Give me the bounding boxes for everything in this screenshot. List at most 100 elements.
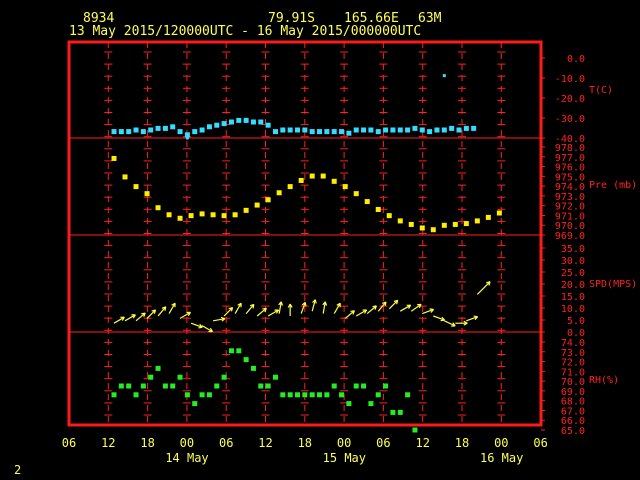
wind-vector [157, 306, 167, 317]
y-tick-label: -40.0 [555, 134, 585, 145]
wind-vector-head [384, 301, 387, 307]
pressure-point [111, 155, 117, 161]
wind-vector [190, 322, 203, 328]
temperature-point [471, 125, 477, 131]
rh-point [243, 357, 249, 363]
station-latitude: 79.91S [268, 11, 315, 26]
y-tick-label: 5.0 [567, 316, 585, 327]
wind-vector-head [364, 309, 368, 314]
pressure-point [353, 191, 359, 197]
pressure-point [331, 178, 337, 184]
rh-point [236, 348, 242, 354]
rh-point [339, 392, 345, 398]
wind-vector [267, 309, 279, 317]
temperature-point [317, 129, 323, 135]
wind-vector [355, 309, 367, 317]
rh-point [184, 392, 190, 398]
y-tick-label: 30.0 [561, 256, 585, 267]
pressure-point [320, 173, 326, 179]
rh-point [302, 392, 308, 398]
rh-point [148, 374, 154, 380]
wind-vector [278, 301, 282, 314]
wind-vector-head [187, 312, 191, 317]
pressure-point [485, 214, 491, 220]
panel-label: SPD(MPS) [589, 279, 637, 290]
y-tick-label: 25.0 [561, 268, 585, 279]
station-longitude: 165.66E [344, 11, 399, 26]
x-tick-label: 12 [258, 436, 272, 450]
temperature-point [368, 127, 374, 133]
rh-point [250, 365, 256, 371]
pressure-point [177, 215, 183, 221]
temperature-point [177, 129, 183, 135]
wind-vector [234, 302, 242, 314]
wind-vector [311, 299, 316, 312]
wind-vector-head [304, 302, 307, 307]
pressure-point [309, 173, 315, 179]
temperature-point [331, 129, 337, 135]
temperature-point [199, 127, 205, 133]
wind-vector-head [463, 322, 468, 326]
wind-vector [256, 307, 267, 317]
wind-vector-head [132, 314, 136, 319]
y-tick-label: 70.0 [561, 377, 585, 388]
pressure-point [342, 184, 348, 190]
y-tick-label: 972.0 [555, 202, 585, 213]
y-tick-label: 969.0 [555, 231, 585, 242]
x-tick-label: 06 [533, 436, 547, 450]
wind-vector [124, 314, 136, 322]
x-tick-label: 18 [298, 436, 312, 450]
wind-vector [300, 302, 306, 314]
grid-layer [69, 42, 541, 425]
wind-vector [476, 281, 491, 295]
rh-point [221, 374, 227, 380]
page-number: 2 [14, 463, 21, 477]
wind-vector [377, 301, 387, 312]
station-id: 8934 [83, 11, 114, 26]
pressure-point [364, 199, 370, 205]
rh-point [177, 374, 183, 380]
rh-point [155, 365, 161, 371]
y-tick-label: 975.0 [555, 172, 585, 183]
rh-point [287, 392, 293, 398]
panel-label: Pre (mb) [589, 180, 637, 191]
x-tick-label: 00 [494, 436, 508, 450]
temperature-outlier-point [442, 74, 446, 78]
panel-label: RH(%) [589, 375, 619, 386]
y-tick-label: -30.0 [555, 114, 585, 125]
temperature-point [221, 121, 227, 127]
wind-vector [344, 310, 355, 319]
x-day-label: 16 May [480, 451, 523, 465]
wind-vector-head [440, 319, 445, 322]
rh-point [192, 401, 198, 407]
pressure-point [243, 207, 249, 213]
temperature-point [118, 129, 124, 135]
wind-vector [410, 303, 422, 312]
pressure-point [276, 190, 282, 196]
temperature-point [250, 119, 256, 125]
y-tick-label: 20.0 [561, 280, 585, 291]
y-tick-label: 977.0 [555, 153, 585, 164]
pressure-point [122, 174, 128, 180]
wind-vector [168, 302, 176, 314]
temperature-point [133, 127, 139, 133]
y-tick-label: 65.0 [561, 426, 585, 437]
wind-vector [399, 304, 411, 312]
temperature-point [434, 127, 440, 133]
y-tick-label: 69.0 [561, 387, 585, 398]
pressure-point [452, 221, 458, 227]
wind-vector-head [252, 304, 255, 309]
y-tick-label: 74.0 [561, 338, 585, 349]
temperature-point [236, 117, 242, 123]
wind-vector-head [418, 304, 422, 309]
rh-point [412, 427, 418, 433]
wind-vector [245, 304, 255, 314]
temperature-point [463, 125, 469, 131]
wind-vector-head [488, 281, 491, 286]
temperature-point [287, 127, 293, 133]
temperature-point [390, 127, 396, 133]
rh-point [405, 392, 411, 398]
y-tick-label: 10.0 [561, 304, 585, 315]
wind-vector-head [289, 303, 293, 308]
